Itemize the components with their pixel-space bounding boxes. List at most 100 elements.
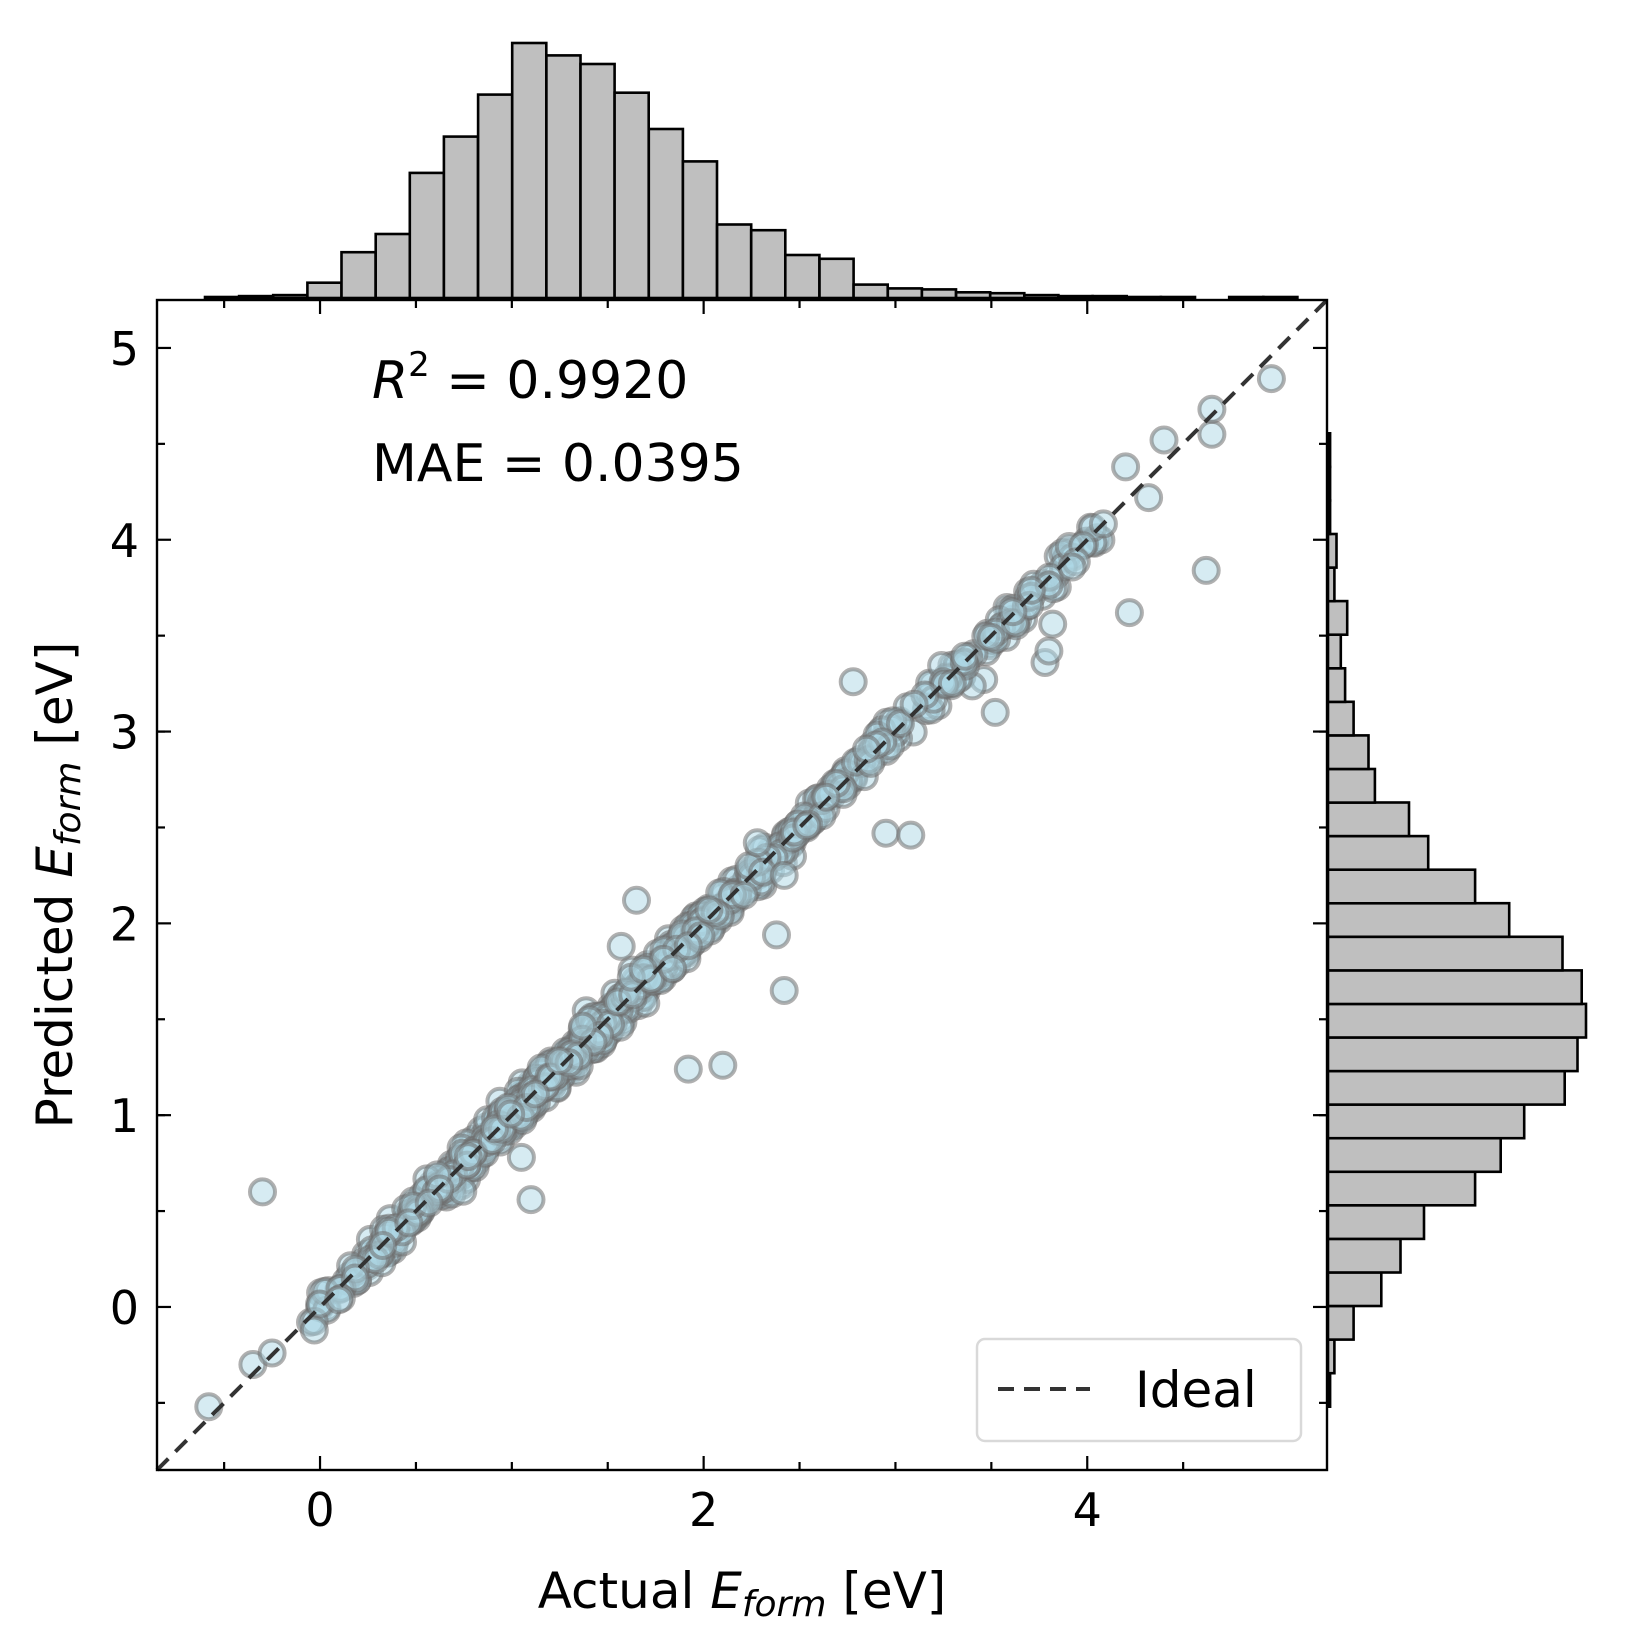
scatter-point [729,880,759,910]
right-histogram-bar [1326,834,1430,871]
top-histogram-bar [408,171,446,300]
right-histogram-bar [1326,465,1332,502]
scatter-point [899,689,929,719]
scatter-point [606,931,636,961]
scatter-point [394,1208,424,1238]
right-histogram-bar [1326,1204,1426,1241]
scatter-point [248,1177,277,1207]
axis-ticks [157,300,1327,1470]
scatter-point [1038,609,1068,639]
top-histogram-bar [306,281,343,300]
right-histogram-bar [1326,734,1370,771]
right-histogram-bar [1326,1304,1355,1341]
x-tick-label: 2 [689,1483,718,1537]
right-histogram-bar [1326,1036,1579,1073]
top-histogram-bar [271,293,309,300]
scatter-point [299,1315,329,1345]
right-histogram-bar [1326,566,1336,603]
scatter-point [838,667,868,697]
ideal-line [155,298,1329,1472]
scatter-point [1057,552,1087,582]
top-histogram-bar [920,288,958,300]
right-histogram-bar [1326,1237,1402,1274]
top-histogram-bar [442,135,480,300]
legend: Ideal [975,1337,1303,1443]
top-histogram-bar [613,91,650,300]
scatter-point [1191,555,1221,585]
tick-labels: 0 2 4 0 1 2 3 4 5 [110,322,1102,1537]
top-histogram-bar [374,232,412,300]
right-histogram-bar [1326,1271,1383,1308]
top-histogram-bar [1125,295,1163,300]
top-histogram-bar [783,253,821,300]
r2-annotation: R2 = 0.9920 [372,345,688,411]
scatter-point [694,895,724,925]
scatter-point [742,828,772,858]
right-histogram [1326,431,1588,1408]
scatter-point [673,931,703,961]
right-histogram-bar [1326,1338,1336,1375]
scatter-point [792,811,822,841]
right-histogram-bar [1326,1103,1526,1140]
legend-box [975,1337,1303,1443]
top-histogram-bar [818,257,855,300]
top-histogram [203,41,1299,300]
top-histogram-bar [237,294,275,300]
scatter-point [769,860,799,890]
scatter-point [544,1046,574,1076]
top-histogram-bar [476,93,514,300]
right-histogram-bar [1326,431,1332,469]
scatter-point [708,1050,738,1080]
right-histogram-bar [1326,1069,1566,1106]
scatter-point [871,818,901,848]
scatter-point [1149,425,1179,455]
scatter-point [673,1054,703,1084]
scatter-point [1114,598,1144,628]
right-histogram-bar [1326,901,1511,939]
top-histogram-bar [715,223,753,300]
right-histogram-bar [1326,767,1377,804]
right-histogram-bar [1326,532,1338,569]
y-tick-label: 0 [110,1281,139,1335]
scatter-point [1016,575,1046,605]
right-histogram-bar [1326,969,1583,1006]
scatter-point [811,782,841,812]
x-tick-label: 0 [305,1483,334,1537]
right-histogram-bar [1326,700,1355,737]
right-histogram-bar [1326,499,1332,536]
top-histogram-bar [1262,295,1299,300]
top-histogram-bar [647,127,685,300]
top-histogram-bar [886,287,924,300]
scatter-point [414,1188,444,1218]
top-histogram-bar [1159,295,1197,300]
scatter-point [658,954,688,984]
scatter-point [1197,394,1227,424]
right-histogram-bar [1326,1170,1477,1207]
top-histogram-bar [203,295,241,300]
top-histogram-bar [1227,295,1265,300]
right-histogram-bar [1326,868,1477,905]
scatter-point [950,641,980,671]
scatter-point [340,1263,370,1293]
scatter-point [896,820,926,850]
scatter-point [885,709,915,739]
right-histogram-bar [1326,1371,1332,1408]
y-tick-label: 2 [110,897,139,951]
plot-frame [155,298,1329,1472]
scatter-point [506,1142,536,1172]
scatter-plot-area [155,298,1329,1472]
scatter-point [980,697,1010,727]
scatter-point [1111,452,1141,482]
right-histogram-bar [1326,1002,1588,1039]
top-histogram-bar [510,41,548,300]
mae-annotation: MAE = 0.0395 [372,434,744,494]
top-histogram-bar [1091,294,1128,300]
top-histogram-bar [988,291,1026,300]
y-tick-label: 4 [110,514,139,568]
scatter-point [622,885,651,915]
top-histogram-bar [545,54,582,300]
scatter-point [1134,483,1164,513]
y-tick-label: 5 [110,322,139,376]
top-histogram-bar [681,160,719,300]
